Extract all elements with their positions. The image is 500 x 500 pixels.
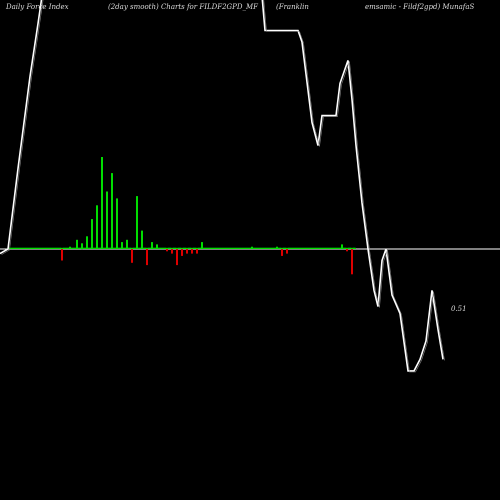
force-bar: [180, 247, 182, 249]
force-bar: [131, 249, 133, 263]
force-bar: [346, 249, 348, 252]
force-bar: [111, 173, 113, 249]
force-bar: [126, 239, 128, 249]
force-bar: [354, 247, 356, 249]
force-bar: [96, 205, 98, 249]
force-bar: [141, 230, 143, 249]
force-bar: [121, 242, 123, 249]
header-right-text: emsamic - Fildf2gpd) MunafaS: [365, 3, 475, 11]
force-bar: [186, 249, 188, 254]
header-center-text: (2day smooth) Charts for FILDF2GPD_MF: [108, 3, 258, 11]
force-bar: [76, 239, 78, 249]
force-bar: [281, 249, 283, 256]
force-bar: [280, 247, 282, 249]
force-bar: [170, 247, 172, 249]
last-value-label: 0.51: [451, 305, 467, 313]
force-bar: [116, 198, 118, 249]
smooth-line-series: [0, 0, 444, 372]
force-bar: [341, 244, 343, 249]
force-bar: [185, 247, 187, 249]
force-bar: [146, 249, 148, 266]
force-bar: [91, 219, 93, 249]
force-bar: [345, 247, 347, 249]
force-bar: [351, 249, 353, 275]
force-bar: [81, 243, 83, 250]
force-bar: [136, 196, 138, 249]
force-bar: [191, 249, 193, 254]
force-bar: [130, 247, 132, 249]
force-bar: [175, 247, 177, 249]
force-bar: [190, 247, 192, 249]
force-bar: [286, 249, 288, 254]
force-bar: [165, 247, 167, 249]
force-bar: [285, 247, 287, 249]
force-bar: [151, 242, 153, 249]
header-left-text: Daily Force Index: [6, 3, 69, 11]
smooth-line-shadow: [1, 0, 445, 373]
force-bar: [195, 247, 197, 249]
force-bar: [181, 249, 183, 256]
force-bar: [156, 244, 158, 249]
force-bar: [196, 249, 198, 254]
header-mid-text: (Franklin: [276, 3, 309, 11]
force-bar: [176, 249, 178, 266]
force-bar: [61, 249, 63, 261]
force-bar: [350, 247, 352, 249]
force-bar: [145, 247, 147, 249]
force-bar: [101, 157, 103, 249]
force-bar: [60, 247, 62, 249]
force-bar: [201, 242, 203, 249]
force-bar: [86, 236, 88, 249]
force-bar: [171, 249, 173, 254]
force-bar: [166, 249, 168, 252]
force-index-bars: [8, 157, 356, 275]
force-bar: [106, 191, 108, 249]
